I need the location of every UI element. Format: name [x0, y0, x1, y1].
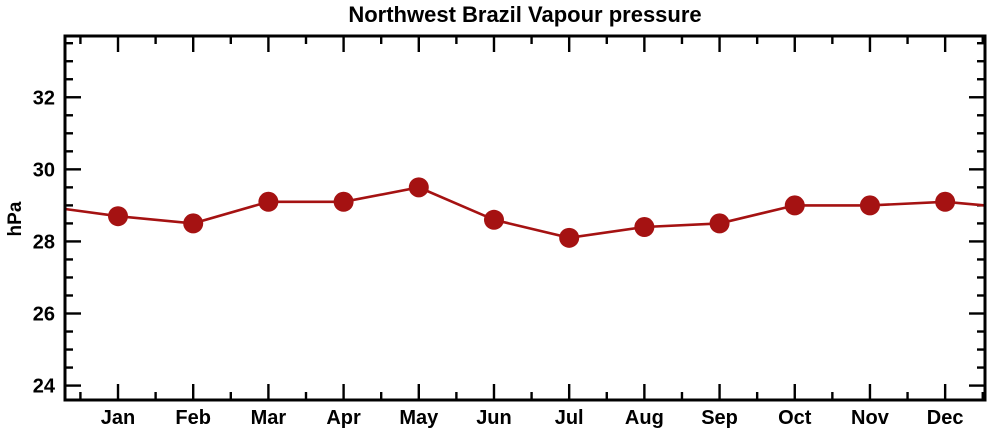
y-tick-label: 26: [33, 304, 55, 326]
data-point: [859, 195, 880, 216]
data-line: [64, 186, 986, 240]
data-point: [258, 191, 279, 212]
x-tick-label: Oct: [778, 407, 812, 429]
chart-title: Northwest Brazil Vapour pressure: [348, 2, 702, 27]
data-point: [559, 227, 580, 248]
data-point: [709, 213, 730, 234]
data-point: [183, 213, 204, 234]
x-tick-label: Mar: [251, 407, 287, 429]
y-tick-label: 24: [33, 376, 56, 398]
y-axis-label: hPa: [5, 201, 26, 237]
x-tick-label: Jun: [476, 407, 512, 429]
x-tick-label: Dec: [927, 407, 964, 429]
data-point: [333, 191, 354, 212]
x-tick-label: Apr: [326, 407, 361, 429]
data-point: [108, 206, 129, 227]
y-tick-label: 30: [33, 159, 55, 181]
plot-frame: [63, 34, 987, 402]
data-point: [483, 209, 504, 230]
x-tick-label: Jul: [555, 407, 584, 429]
x-tick-label: Aug: [625, 407, 664, 429]
x-tick-label: Sep: [701, 407, 738, 429]
y-tick-label: 28: [33, 231, 55, 253]
y-tick-label: 32: [33, 87, 55, 109]
data-point: [634, 217, 655, 238]
x-tick-label: May: [399, 407, 439, 429]
x-tick-label: Nov: [851, 407, 890, 429]
x-tick-label: Jan: [101, 407, 135, 429]
data-point: [935, 191, 956, 212]
x-tick-label: Feb: [175, 407, 211, 429]
data-point: [784, 195, 805, 216]
data-point: [408, 177, 429, 198]
